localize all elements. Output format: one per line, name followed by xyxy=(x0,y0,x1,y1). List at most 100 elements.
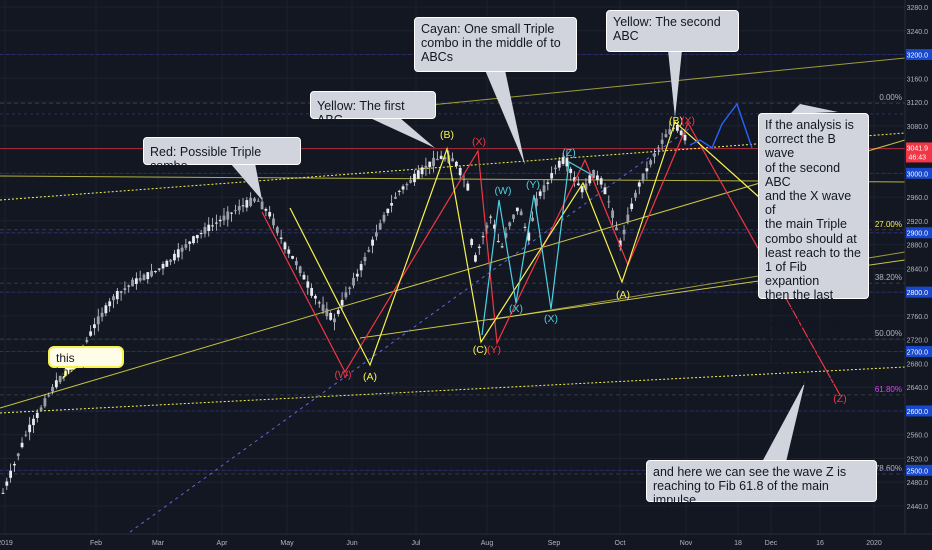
candle-body xyxy=(611,210,615,218)
candle-body xyxy=(180,247,184,252)
time-tick-label: Aug xyxy=(481,540,494,547)
candle-body xyxy=(260,201,264,210)
candle-body xyxy=(683,134,687,141)
candle-body xyxy=(161,263,165,269)
wave-label: (C) xyxy=(473,344,488,356)
annotation-wave-z-note[interactable]: and here we can see the wave Z is reachi… xyxy=(646,460,877,507)
price-tick-label: 2720.0 xyxy=(907,338,929,345)
candle-body xyxy=(565,158,569,167)
candle-body xyxy=(675,124,679,131)
candle-body xyxy=(112,296,115,301)
candle-body xyxy=(454,161,458,167)
candle-body xyxy=(16,453,20,457)
price-tick-label: 2920.0 xyxy=(907,219,929,226)
candle-body xyxy=(573,177,576,182)
candle-body xyxy=(291,255,294,259)
trend-line-yellow xyxy=(379,57,906,111)
price-tick-box xyxy=(906,286,932,298)
price-tick-label: 2700.0 xyxy=(907,350,929,357)
annotation-red-triple-combo[interactable]: Red: Possible Triple combo xyxy=(143,137,301,173)
candle-body xyxy=(485,225,489,229)
time-tick-label: 2020 xyxy=(866,540,882,547)
candle-body xyxy=(428,161,432,168)
wave-label: (A) xyxy=(363,371,377,383)
fib-level-label: 0.00% xyxy=(879,93,902,102)
candle-body xyxy=(157,268,161,270)
candle-body xyxy=(51,386,54,392)
wave-path-red xyxy=(261,121,841,396)
price-tick-label: 2440.0 xyxy=(907,504,929,511)
candle-body xyxy=(100,312,104,317)
candle-body xyxy=(47,395,51,397)
candle-body xyxy=(615,227,618,231)
candle-body xyxy=(192,236,195,244)
candle-body xyxy=(561,157,565,164)
price-axis-bg xyxy=(905,0,932,550)
candle-body xyxy=(367,249,371,252)
price-tick-label: 2680.0 xyxy=(907,361,929,368)
price-tick-box xyxy=(906,405,932,417)
candle-body xyxy=(165,260,169,267)
candle-body xyxy=(641,173,645,181)
candle-body xyxy=(203,227,207,234)
candle-body xyxy=(134,278,138,285)
candle-body xyxy=(127,285,131,287)
candle-body xyxy=(20,442,24,448)
callout-pointer xyxy=(762,382,805,462)
annotation-this-impulse[interactable]: this impulse xyxy=(48,346,124,379)
candle-body xyxy=(199,232,203,235)
candle-body xyxy=(603,187,607,195)
annotation-analysis-note[interactable]: If the analysis is correct the B wave of… xyxy=(758,113,869,388)
candle-body xyxy=(622,229,626,235)
annotation-yellow-first-abc[interactable]: Yellow: The first ABC xyxy=(310,91,436,127)
candle-body xyxy=(569,168,573,174)
wave-label: (W) xyxy=(495,185,512,197)
candle-body xyxy=(531,217,534,222)
candle-body xyxy=(108,301,112,307)
price-tick-box xyxy=(906,227,932,239)
candle-body xyxy=(329,312,333,320)
candle-body xyxy=(474,255,477,262)
candle-body xyxy=(321,304,325,311)
candle-body xyxy=(283,242,287,250)
price-tick-label: 2840.0 xyxy=(907,266,929,273)
wave-path-yellow xyxy=(289,120,761,367)
time-tick-label: Dec xyxy=(765,540,778,547)
time-tick-label: Jun xyxy=(346,540,357,547)
candle-body xyxy=(222,215,226,221)
price-tick-box xyxy=(906,49,932,61)
candle-body xyxy=(550,173,554,179)
candle-body xyxy=(275,227,279,233)
candle-body xyxy=(211,225,214,227)
candle-body xyxy=(207,224,211,232)
candle-body xyxy=(481,236,485,238)
candle-body xyxy=(5,481,9,486)
candle-body xyxy=(679,130,683,135)
time-tick-label: Nov xyxy=(680,540,693,547)
candle-body xyxy=(523,226,527,228)
candle-body xyxy=(599,178,603,185)
price-tick-label: 2960.0 xyxy=(907,195,929,202)
candle-body xyxy=(1,492,5,494)
trend-line-yellow xyxy=(0,139,906,409)
candle-body xyxy=(28,424,32,433)
candle-body xyxy=(214,222,218,224)
candle-body xyxy=(576,183,580,186)
candle-body xyxy=(310,287,314,296)
candle-body xyxy=(272,218,275,226)
annotation-yellow-second-abc[interactable]: Yellow: The second ABC xyxy=(606,10,739,52)
candle-body xyxy=(302,274,306,280)
callout-pointer xyxy=(790,104,838,114)
candle-body xyxy=(256,200,260,202)
time-tick-label: Mar xyxy=(152,540,165,547)
wave-label: (Y) xyxy=(487,344,501,356)
wave-label: (X) xyxy=(509,303,523,315)
candle-body xyxy=(508,222,512,227)
candle-body xyxy=(279,237,283,239)
candle-body xyxy=(527,232,531,241)
candle-body xyxy=(176,249,180,258)
candle-body xyxy=(317,302,321,304)
candle-body xyxy=(336,310,340,314)
annotation-cayan-triple-combo[interactable]: Cayan: One small Triple combo in the mid… xyxy=(414,17,577,72)
